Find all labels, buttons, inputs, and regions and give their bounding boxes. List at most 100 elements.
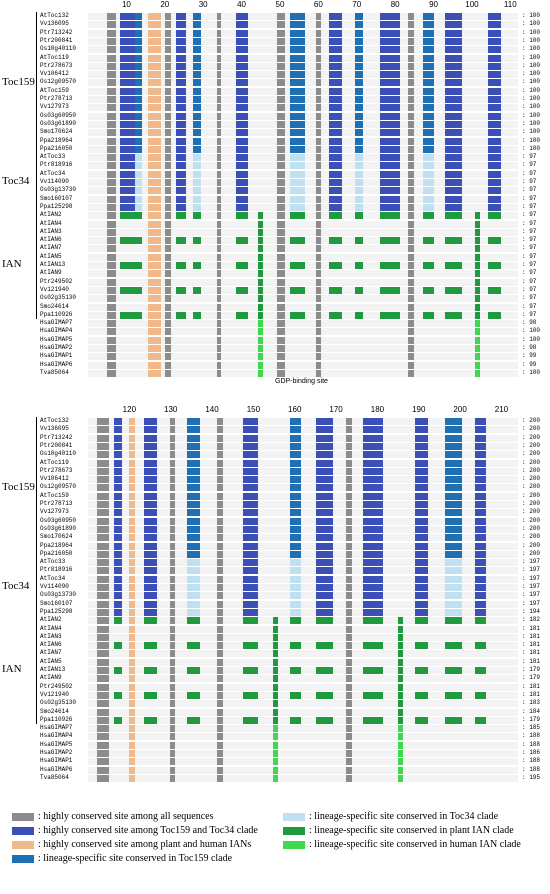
conserved-site bbox=[346, 600, 353, 608]
conserved-site bbox=[242, 575, 258, 583]
conserved-site bbox=[217, 212, 222, 220]
alignment-row: AtToc33: 197 bbox=[0, 558, 550, 567]
conserved-site bbox=[475, 525, 486, 533]
sequence-bar bbox=[88, 144, 518, 153]
conserved-site bbox=[290, 592, 301, 600]
alignment-row: AtToc132: 100 bbox=[0, 12, 550, 20]
conserved-site bbox=[475, 220, 481, 228]
sequence-name: Ptr818916 bbox=[40, 566, 73, 574]
conserved-site bbox=[169, 567, 175, 575]
conserved-site bbox=[143, 525, 157, 533]
conserved-site bbox=[328, 62, 342, 70]
conserved-site bbox=[217, 195, 222, 203]
alignment-row: HsaGIMAP5: 100 bbox=[0, 335, 550, 344]
conserved-site bbox=[128, 758, 136, 766]
conserved-site bbox=[315, 691, 334, 699]
sequence-name: Vv121940 bbox=[40, 285, 69, 293]
conserved-site bbox=[444, 550, 463, 558]
conserved-site bbox=[423, 62, 435, 70]
conserved-site bbox=[128, 700, 136, 708]
conserved-site bbox=[277, 13, 285, 20]
sequence-end-number: : 181 bbox=[522, 624, 541, 632]
sequence-name: Vv121940 bbox=[40, 690, 69, 698]
conserved-site bbox=[128, 733, 136, 741]
conserved-site bbox=[186, 534, 200, 542]
alignment-row: Os03g13730: 197 bbox=[0, 591, 550, 600]
sequence-end-number: : 97 bbox=[522, 252, 537, 260]
sequence-name: Ptr278713 bbox=[40, 500, 73, 507]
conserved-site bbox=[113, 525, 122, 533]
conserved-site bbox=[242, 642, 258, 650]
conserved-site bbox=[113, 608, 122, 616]
conserved-site bbox=[414, 584, 428, 591]
conserved-site bbox=[363, 550, 383, 558]
conserved-site bbox=[272, 683, 279, 691]
conserved-site bbox=[354, 187, 364, 195]
alignment-row: Os12g09570: 100 bbox=[0, 78, 550, 87]
conserved-site bbox=[120, 13, 136, 20]
conserved-site bbox=[414, 559, 428, 567]
conserved-site bbox=[444, 137, 463, 145]
sequence-end-number: : 97 bbox=[522, 269, 537, 277]
conserved-site bbox=[277, 187, 285, 195]
legend-item-toc34: : lineage-specific site conserved in Toc… bbox=[283, 810, 498, 824]
conserved-site bbox=[444, 476, 463, 484]
clade-bracket bbox=[36, 211, 40, 320]
conserved-site bbox=[186, 550, 200, 558]
legend-item-toc: : highly conserved site among Toc159 and… bbox=[12, 824, 258, 838]
alignment-row: Vv114090: 197 bbox=[0, 583, 550, 591]
conserved-site bbox=[128, 501, 136, 508]
ruler-tick: 120 bbox=[122, 405, 137, 414]
alignment-row: Ptr278713: 200 bbox=[0, 500, 550, 508]
conserved-site bbox=[128, 774, 136, 782]
conserved-site bbox=[328, 170, 342, 178]
conserved-site bbox=[277, 369, 285, 377]
conserved-site bbox=[165, 120, 171, 128]
conserved-site bbox=[107, 220, 116, 228]
conserved-site bbox=[277, 262, 285, 269]
alignment-row: AtToc159: 200 bbox=[0, 491, 550, 500]
conserved-site bbox=[290, 62, 306, 70]
conserved-site bbox=[242, 600, 258, 608]
conserved-site bbox=[165, 303, 171, 311]
conserved-site bbox=[113, 716, 122, 724]
conserved-site bbox=[107, 21, 116, 29]
conserved-site bbox=[107, 13, 116, 20]
sequence-name: AtIAN3 bbox=[40, 632, 62, 640]
alignment-row: AtToc132: 200 bbox=[0, 417, 550, 425]
conserved-site bbox=[315, 145, 322, 153]
conserved-site bbox=[290, 79, 306, 87]
conserved-site bbox=[217, 492, 224, 500]
conserved-site bbox=[165, 328, 171, 336]
conserved-site bbox=[346, 708, 353, 716]
conserved-site bbox=[277, 62, 285, 70]
conserved-site bbox=[397, 633, 403, 641]
conserved-site bbox=[475, 600, 486, 608]
conserved-site bbox=[290, 311, 306, 319]
conserved-site bbox=[186, 467, 200, 475]
conserved-site bbox=[414, 534, 428, 542]
conserved-site bbox=[414, 575, 428, 583]
conserved-site bbox=[143, 451, 157, 459]
conserved-site bbox=[193, 87, 202, 95]
conserved-site bbox=[169, 525, 175, 533]
conserved-site bbox=[380, 203, 400, 211]
sequence-name: Os12g09570 bbox=[40, 483, 77, 491]
conserved-site bbox=[120, 112, 136, 120]
conserved-site bbox=[165, 361, 171, 369]
conserved-site bbox=[487, 145, 501, 153]
sequence-name: Vv114090 bbox=[40, 583, 69, 590]
ruler-tick: 130 bbox=[164, 405, 178, 414]
conserved-site bbox=[277, 54, 285, 62]
sequence-bar bbox=[88, 458, 518, 467]
conserved-site bbox=[272, 617, 279, 625]
conserved-site bbox=[272, 625, 279, 633]
sequence-bar bbox=[88, 666, 518, 674]
conserved-site bbox=[346, 542, 353, 550]
conserved-site bbox=[414, 426, 428, 434]
conserved-site bbox=[408, 46, 414, 54]
conserved-site bbox=[444, 195, 463, 203]
conserved-site bbox=[423, 112, 435, 120]
conserved-site bbox=[397, 766, 403, 774]
conserved-site bbox=[107, 29, 116, 37]
